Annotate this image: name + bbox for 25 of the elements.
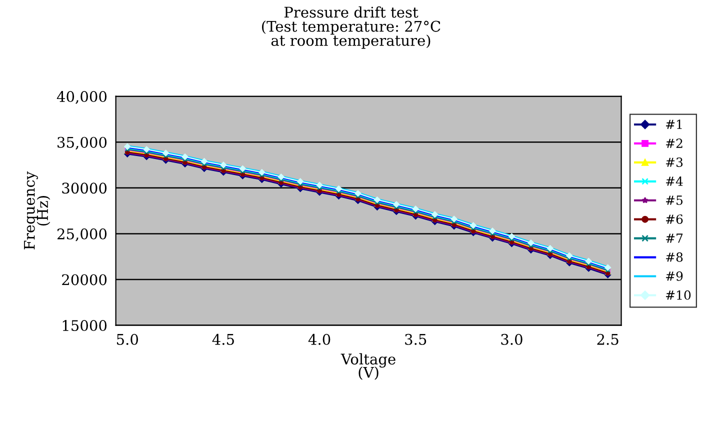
y-tick-label: 30000 [62,182,107,194]
x-tick-label: 3.0 [501,334,522,345]
legend-label: #9 [666,271,683,281]
y-axis-title: Frequency (Hz) [24,171,50,250]
x-tick-label: 4.0 [308,334,330,345]
legend-label: #3 [666,158,683,167]
y-tick-label: 35,000 [58,136,107,150]
x-tick-label: 3.5 [405,334,426,345]
y-tick-label: 20000 [62,274,107,286]
x-axis-title: Voltage (V) [340,353,396,380]
x-tick-label: 5.0 [117,334,138,345]
chart-title: Pressure drift test (Test temperature: 27°C at room temperature) [262,6,440,49]
y-tick-label: 40,000 [56,91,107,104]
legend-label: #4 [666,176,683,186]
legend-label: #8 [666,252,683,262]
legend-label: #2 [666,138,682,148]
legend-label: #7 [666,234,683,243]
legend-label: #5 [666,196,683,205]
x-tick-label: 2.5 [597,334,618,345]
legend-label: #6 [666,214,683,224]
legend-label: #10 [666,290,691,300]
y-tick-label: 25,000 [57,228,107,242]
x-tick-label: 4.5 [212,334,234,345]
legend-label: #1 [666,120,682,129]
y-tick-label: 15000 [62,320,107,332]
